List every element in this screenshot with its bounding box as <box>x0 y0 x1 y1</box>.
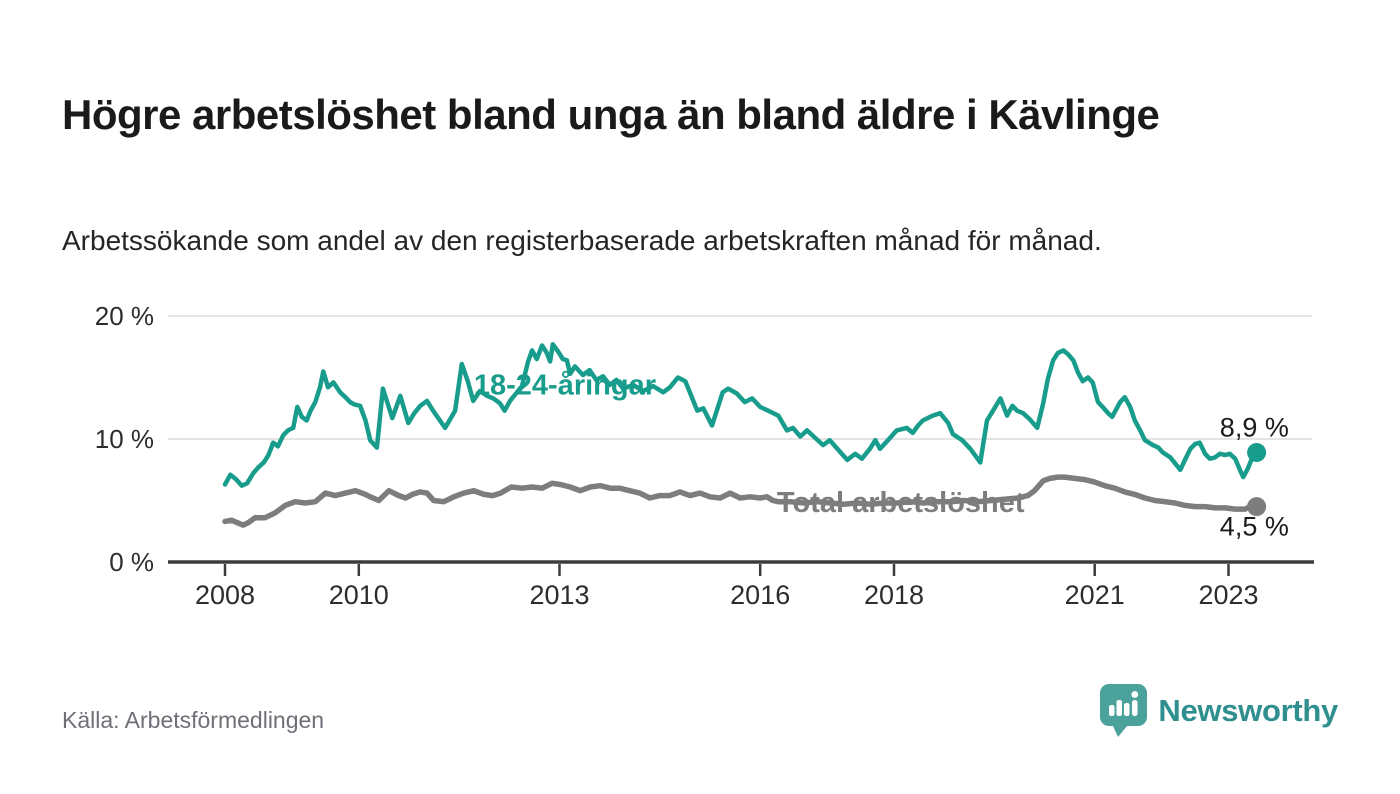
x-tick-label: 2016 <box>730 580 790 610</box>
source-note: Källa: Arbetsförmedlingen <box>62 707 325 733</box>
page-title: Högre arbetslöshet bland unga än bland ä… <box>62 91 1160 139</box>
x-tick-label: 2023 <box>1198 580 1258 610</box>
line-chart: 0 % 10 % 20 % 2008 2010 2013 2016 2018 2021 2023 T… <box>95 301 1314 610</box>
series-label-total: Total arbetslöshet <box>777 487 1025 519</box>
end-value-label-youth: 8,9 % <box>1220 413 1289 443</box>
page-subtitle: Arbetssökande som andel av den registerb… <box>62 225 1102 256</box>
y-tick-label: 10 % <box>95 424 154 454</box>
series-label-youth: 18-24-åringar <box>474 370 656 402</box>
series-end-dot-youth <box>1247 443 1267 463</box>
brand-name: Newsworthy <box>1158 692 1338 728</box>
brand-link[interactable]: Newsworthy <box>1100 684 1338 737</box>
newsworthy-logo-icon <box>1100 684 1148 737</box>
y-tick-label: 0 % <box>109 547 154 577</box>
end-value-label-total: 4,5 % <box>1220 512 1289 542</box>
series-end-dot-total <box>1247 497 1267 517</box>
y-tick-label: 20 % <box>95 301 154 331</box>
x-tick-label: 2010 <box>329 580 389 610</box>
x-tick-label: 2021 <box>1065 580 1125 610</box>
x-tick-label: 2013 <box>529 580 589 610</box>
series-line-youth <box>222 342 1259 488</box>
x-tick-label: 2008 <box>195 580 255 610</box>
series-line-total <box>222 474 1260 528</box>
x-tick-label: 2018 <box>864 580 924 610</box>
